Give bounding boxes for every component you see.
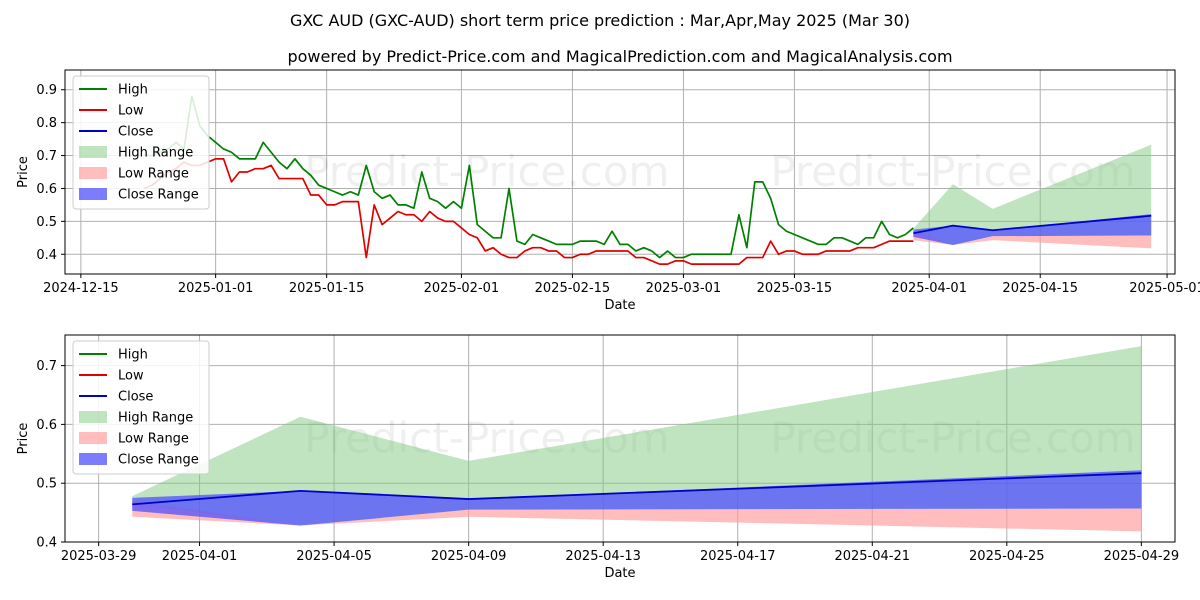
x-tick-label: 2025-04-17 xyxy=(700,549,776,564)
y-axis-label: Price xyxy=(16,423,31,455)
legend-high-range-label: High Range xyxy=(118,411,193,426)
y-tick-label: 0.4 xyxy=(36,536,57,551)
x-tick-label: 2024-12-15 xyxy=(43,281,119,296)
x-tick-label: 2025-01-01 xyxy=(178,281,254,296)
legend-low-label: Low xyxy=(118,369,144,384)
x-tick-label: 2025-03-01 xyxy=(646,281,722,296)
legend-close-range-label: Close Range xyxy=(118,453,199,468)
x-tick-label: 2025-03-15 xyxy=(757,281,833,296)
legend-close-range-label: Close Range xyxy=(118,188,199,203)
low-series-line xyxy=(143,157,914,265)
legend-high-range-swatch xyxy=(79,146,107,158)
x-tick-label: 2025-04-09 xyxy=(431,549,507,564)
x-tick-label: 2025-02-15 xyxy=(535,281,611,296)
high-series-line xyxy=(144,95,914,259)
x-tick-label: 2025-01-15 xyxy=(289,281,365,296)
upper-panel: 2024-12-15 2025-01-01 2025-01-15 2025-02-01… xyxy=(16,69,1200,313)
y-tick-label: 0.7 xyxy=(36,149,57,164)
close-series-line xyxy=(132,472,1142,506)
legend-high-range-swatch xyxy=(79,411,107,423)
legend-close-range-swatch xyxy=(79,188,107,200)
x-axis-label: Date xyxy=(604,298,635,313)
chart-subtitle: powered by Predict-Price.com and Magical… xyxy=(287,47,952,66)
y-tick-label: 0.8 xyxy=(36,116,57,131)
y-tick-label: 0.6 xyxy=(36,182,57,197)
close-series-line xyxy=(913,214,1152,235)
x-tick-label: 2025-02-01 xyxy=(424,281,500,296)
y-tick-label: 0.4 xyxy=(36,248,57,263)
high-range-band xyxy=(913,144,1152,246)
high-range-band xyxy=(132,346,1142,526)
x-axis-label: Date xyxy=(604,566,635,581)
legend-low-label: Low xyxy=(118,104,144,119)
legend-close-label: Close xyxy=(118,125,153,140)
x-tick-label: 2025-04-01 xyxy=(162,549,238,564)
legend: High Low Close High Range Low Range Close Ran… xyxy=(72,340,210,475)
low-range-band xyxy=(913,231,1152,249)
legend-low-range-label: Low Range xyxy=(118,432,189,447)
plot-area xyxy=(132,346,1142,532)
legend-high-label: High xyxy=(118,348,148,363)
y-axis-label: Price xyxy=(16,156,31,188)
x-tick-label: 2025-04-13 xyxy=(565,549,641,564)
legend-close-range-swatch xyxy=(79,453,107,465)
axes-frame xyxy=(64,69,1176,275)
y-tick-label: 0.5 xyxy=(36,477,57,492)
x-tick-label: 2025-04-21 xyxy=(834,549,910,564)
legend-high-range-label: High Range xyxy=(118,146,193,161)
legend-low-range-swatch xyxy=(79,432,107,444)
legend-close-label: Close xyxy=(118,390,153,405)
x-tick-label: 2025-03-29 xyxy=(61,549,137,564)
axes-frame xyxy=(64,334,1176,543)
x-tick-label: 2025-05-01 xyxy=(1129,281,1200,296)
x-tick-label: 2025-04-29 xyxy=(1104,549,1180,564)
lower-panel: 2025-03-29 2025-04-01 2025-04-05 2025-04-09… xyxy=(16,334,1180,581)
x-tick-label: 2025-04-15 xyxy=(1002,281,1078,296)
y-tick-label: 0.5 xyxy=(36,215,57,230)
chart-title: GXC AUD (GXC-AUD) short term price predi… xyxy=(290,11,910,30)
y-tick-label: 0.9 xyxy=(36,83,57,98)
low-range-band xyxy=(132,500,1142,532)
legend-low-range-label: Low Range xyxy=(118,167,189,182)
x-tick-label: 2025-04-25 xyxy=(969,549,1045,564)
x-tick-label: 2025-04-01 xyxy=(891,281,967,296)
x-tick-label: 2025-04-05 xyxy=(296,549,372,564)
legend-high-label: High xyxy=(118,83,148,98)
plot-area xyxy=(143,95,1152,265)
legend: High Low Close High Range Low Range Close Ran… xyxy=(72,75,210,210)
legend-low-range-swatch xyxy=(79,167,107,179)
y-tick-label: 0.6 xyxy=(36,418,57,433)
close-range-band xyxy=(132,470,1142,526)
y-tick-label: 0.7 xyxy=(36,359,57,374)
watermark-text: Predict-Price.com xyxy=(304,147,669,196)
